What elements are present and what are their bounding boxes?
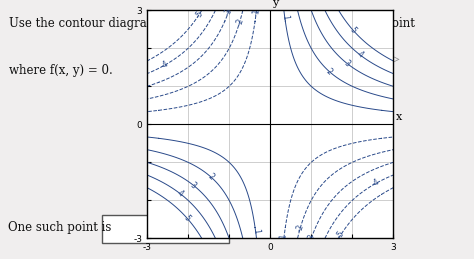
Text: 1: 1 — [251, 228, 260, 234]
Text: 5: 5 — [182, 213, 192, 223]
Text: One such point is: One such point is — [8, 221, 111, 234]
Text: -4: -4 — [370, 178, 381, 189]
Text: Use the contour diagram of f(x, y) in the figure below to find a point: Use the contour diagram of f(x, y) in th… — [9, 18, 415, 31]
Text: ▷: ▷ — [389, 51, 399, 65]
Text: 2: 2 — [324, 67, 334, 76]
Text: -2: -2 — [295, 222, 306, 232]
Text: -3: -3 — [223, 6, 234, 17]
Text: 3: 3 — [189, 180, 198, 190]
Text: where f(x, y) = 0.: where f(x, y) = 0. — [9, 64, 113, 77]
Text: -1: -1 — [251, 8, 261, 16]
Text: -3: -3 — [306, 232, 317, 242]
Text: 1: 1 — [280, 14, 290, 20]
Text: y: y — [272, 0, 279, 9]
Text: 5: 5 — [348, 26, 358, 35]
Text: -4: -4 — [159, 59, 170, 71]
Text: (?, ?): (?, ?) — [151, 222, 180, 235]
Text: -2: -2 — [235, 16, 245, 26]
Text: -5: -5 — [335, 229, 347, 240]
Text: 4: 4 — [356, 50, 365, 60]
Text: -1: -1 — [279, 232, 289, 241]
FancyBboxPatch shape — [101, 215, 229, 243]
Text: 4: 4 — [176, 189, 185, 199]
Text: 2: 2 — [206, 172, 216, 182]
Text: -5: -5 — [193, 8, 205, 20]
Text: x: x — [395, 112, 402, 123]
Text: 3: 3 — [342, 59, 352, 68]
